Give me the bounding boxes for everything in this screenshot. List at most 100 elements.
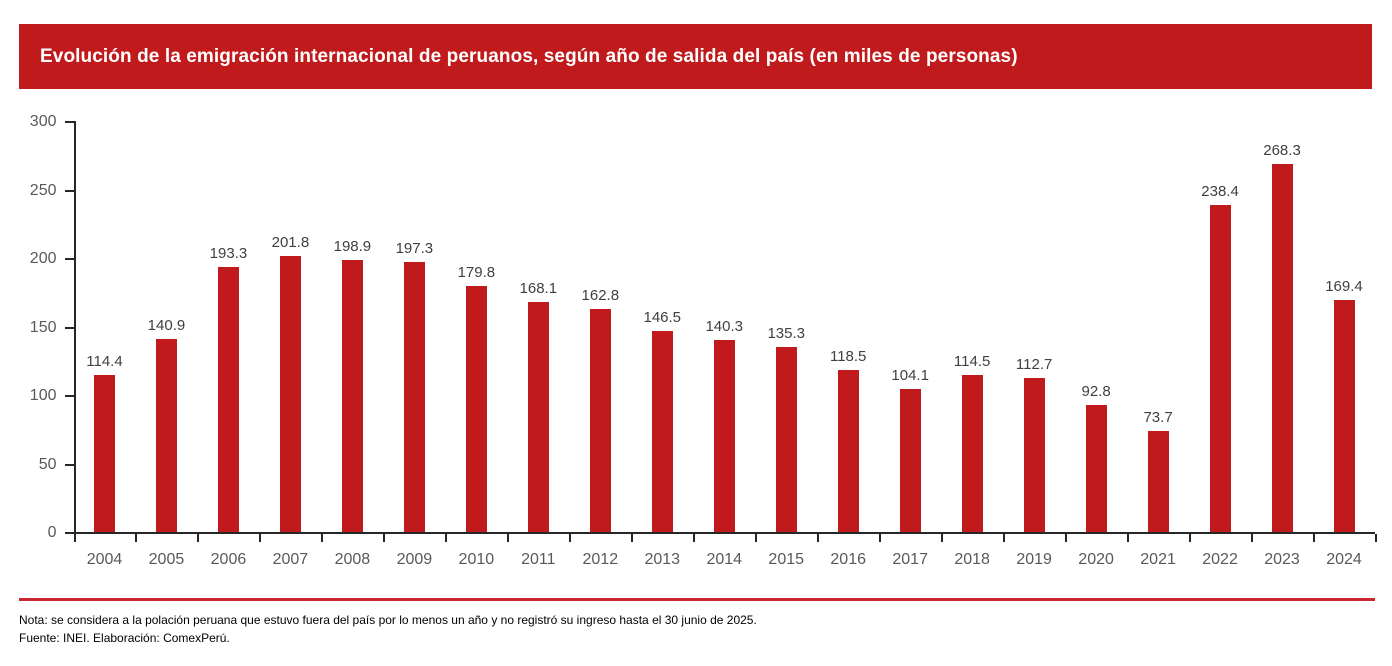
- chart-title-banner: Evolución de la emigración internacional…: [19, 24, 1372, 89]
- x-axis-tick: [1189, 534, 1192, 542]
- x-axis-tick: [445, 534, 448, 542]
- x-axis-label-2016: 2016: [830, 551, 866, 568]
- y-axis-tick-label: 150: [29, 318, 57, 336]
- bar-2009: [403, 261, 425, 532]
- bar-value-label-2008: 198.9: [333, 237, 372, 255]
- bar-value-label-2009: 197.3: [395, 239, 434, 257]
- bar-value-label-2018: 114.5: [953, 353, 991, 371]
- y-axis-tick-label: 300: [29, 113, 57, 130]
- x-axis-label-2015: 2015: [768, 551, 805, 568]
- bar-2006: [217, 267, 239, 532]
- bar-2011: [527, 301, 549, 532]
- x-axis-label-2009: 2009: [396, 551, 433, 568]
- x-axis-label-2018: 2018: [954, 551, 990, 568]
- bar-value-label-2005: 140.9: [147, 316, 186, 334]
- x-axis-label-2019: 2019: [1016, 551, 1052, 568]
- y-axis-tick: [64, 121, 74, 123]
- x-axis-label-2021: 2021: [1140, 551, 1176, 568]
- bar-value-label-2006: 193.3: [209, 245, 248, 263]
- y-axis-tick: [64, 258, 74, 260]
- bar-2017: [899, 389, 921, 532]
- x-axis-label-2017: 2017: [892, 551, 928, 568]
- y-axis-tick-label: 100: [29, 387, 57, 404]
- x-axis-label-2007: 2007: [272, 551, 309, 568]
- bar-value-label-2017: 104.1: [891, 367, 929, 385]
- y-axis-line: [73, 121, 76, 534]
- bar-value-label-2011: 168.1: [519, 279, 558, 297]
- bar-value-label-2021: 73.7: [1143, 409, 1173, 427]
- bar-value-label-2012: 162.8: [581, 286, 620, 304]
- y-axis-tick: [64, 189, 74, 192]
- bar-2014: [713, 339, 735, 532]
- y-axis-tick: [64, 395, 74, 397]
- bar-2013: [651, 331, 673, 532]
- bar-2005: [155, 338, 177, 532]
- x-axis-tick: [817, 534, 820, 542]
- x-axis-tick: [383, 534, 386, 542]
- x-axis-tick: [321, 534, 324, 542]
- x-axis-tick: [1313, 534, 1316, 542]
- bar-value-label-2023: 268.3: [1263, 142, 1301, 160]
- bar-2022: [1209, 205, 1231, 532]
- x-axis-tick: [569, 534, 572, 542]
- bar-2010: [465, 285, 487, 532]
- bar-2004: [93, 375, 115, 532]
- y-axis-tick: [64, 532, 74, 534]
- chart-title: Evolución de la emigración internacional…: [40, 45, 1018, 67]
- bar-2008: [341, 259, 363, 532]
- x-axis-tick: [197, 534, 200, 542]
- x-axis-label-2012: 2012: [582, 551, 619, 568]
- x-axis-label-2022: 2022: [1202, 551, 1238, 568]
- bar-2023: [1271, 164, 1293, 532]
- x-axis-label-2005: 2005: [148, 551, 185, 568]
- x-axis-tick: [941, 534, 944, 542]
- bar-2018: [961, 375, 983, 532]
- bar-value-label-2013: 146.5: [643, 309, 682, 327]
- x-axis-label-2024: 2024: [1326, 551, 1362, 568]
- bar-2012: [589, 308, 611, 532]
- bar-2019: [1023, 377, 1045, 532]
- y-axis-tick: [64, 463, 74, 466]
- x-axis-tick: [1251, 534, 1254, 542]
- x-axis-label-2010: 2010: [458, 551, 495, 568]
- x-axis-tick: [631, 534, 634, 542]
- x-axis-tick: [1127, 534, 1130, 542]
- x-axis-tick: [1003, 534, 1006, 542]
- x-axis-label-2006: 2006: [210, 551, 247, 568]
- bar-value-label-2004: 114.4: [86, 353, 123, 371]
- x-axis-line: [73, 532, 1375, 534]
- x-axis-tick: [1065, 534, 1068, 542]
- bar-value-label-2020: 92.8: [1081, 382, 1111, 400]
- bar-2021: [1147, 431, 1169, 532]
- bar-2015: [775, 346, 797, 532]
- x-axis-tick: [693, 534, 696, 542]
- footer-note: Nota: se considera a la polación peruana…: [19, 613, 757, 627]
- bar-value-label-2022: 238.4: [1201, 183, 1239, 201]
- bar-2020: [1085, 404, 1107, 532]
- y-axis-tick-label: 0: [47, 524, 57, 541]
- footer-source: Fuente: INEI. Elaboración: ComexPerú.: [19, 631, 230, 645]
- x-axis-tick: [1375, 534, 1377, 542]
- bar-value-label-2010: 179.8: [457, 263, 496, 281]
- bar-2024: [1333, 299, 1355, 532]
- x-axis-label-2013: 2013: [644, 551, 681, 568]
- y-axis-tick: [64, 326, 74, 329]
- x-axis-tick: [755, 534, 758, 542]
- x-axis-tick: [507, 534, 510, 542]
- x-axis-label-2008: 2008: [334, 551, 371, 568]
- bar-value-label-2016: 118.5: [829, 347, 867, 365]
- bar-2016: [837, 369, 859, 532]
- bar-value-label-2014: 140.3: [705, 317, 744, 335]
- bar-value-label-2007: 201.8: [271, 233, 310, 251]
- x-axis-tick: [135, 534, 138, 542]
- bar-value-label-2024: 169.4: [1325, 277, 1363, 295]
- bar-value-label-2019: 112.7: [1015, 355, 1053, 373]
- x-axis-label-2004: 2004: [86, 551, 123, 568]
- x-axis-tick: [879, 534, 882, 542]
- x-axis-tick: [259, 534, 262, 542]
- bar-chart: 0 50 100 150 200 250 300 114.4 2004 140.9 2005 193.…: [0, 89, 1392, 589]
- y-axis-tick-label: 250: [29, 181, 57, 199]
- x-axis-label-2014: 2014: [706, 551, 743, 568]
- y-axis-tick-label: 200: [29, 250, 57, 267]
